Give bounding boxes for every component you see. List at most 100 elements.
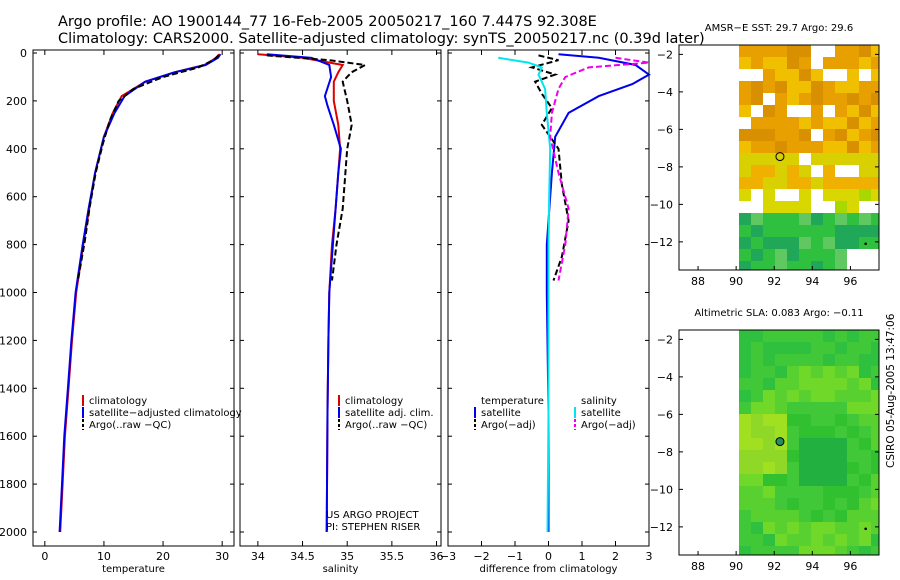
salinity-xtick-label: 34.5 bbox=[290, 550, 315, 563]
sst_map-cell bbox=[811, 249, 823, 261]
sla_map-cell bbox=[811, 462, 823, 474]
sst_map-cell bbox=[739, 213, 751, 225]
sla_map-cell bbox=[835, 366, 847, 378]
sla_map-cell bbox=[847, 414, 859, 426]
sla_map-cell bbox=[823, 510, 835, 522]
sla_map-cell bbox=[823, 498, 835, 510]
sst_map-cell bbox=[751, 117, 763, 129]
sla_map-cell bbox=[775, 342, 787, 354]
sla_map-cell bbox=[859, 462, 871, 474]
salinity-xtick-label: 35.5 bbox=[380, 550, 405, 563]
temperature-series-2 bbox=[76, 54, 220, 281]
sst_map-ytick-label: −4 bbox=[657, 86, 673, 99]
sla_map-cell bbox=[787, 402, 799, 414]
sst_map-cell bbox=[859, 105, 871, 117]
sla_map-cell bbox=[787, 486, 799, 498]
sla_map-cell bbox=[871, 426, 879, 438]
sst_map-cell bbox=[871, 81, 879, 93]
sst_map-cell bbox=[787, 117, 799, 129]
sla_map-cell bbox=[751, 486, 763, 498]
sst_map-cell bbox=[847, 81, 859, 93]
sst_map-cell bbox=[751, 129, 763, 141]
sla_map-cell bbox=[739, 414, 751, 426]
sst_map-cell bbox=[835, 189, 847, 201]
sla_map-cell bbox=[811, 486, 823, 498]
sla_map-cell bbox=[739, 546, 751, 555]
sst_map-cell bbox=[763, 201, 775, 213]
sst_map-cell bbox=[763, 261, 775, 270]
sla_map-cell bbox=[787, 546, 799, 555]
sla_map-cell bbox=[811, 498, 823, 510]
sst_map-cell bbox=[871, 213, 879, 225]
sst_map-cell bbox=[763, 69, 775, 81]
sla_map-cell bbox=[739, 330, 751, 342]
salinity-series-2 bbox=[266, 54, 369, 281]
sst_map-xtick-label: 92 bbox=[767, 275, 781, 288]
sst_map-cell bbox=[775, 261, 787, 270]
sst_map-cell bbox=[739, 129, 751, 141]
sla_map-cell bbox=[871, 438, 879, 450]
sla_map-cell bbox=[799, 534, 811, 546]
sst_map-cell bbox=[763, 141, 775, 153]
sla_map-cell bbox=[835, 426, 847, 438]
sst_map-cell bbox=[823, 57, 835, 69]
sla_map-cell bbox=[811, 378, 823, 390]
sla_map-cell bbox=[763, 498, 775, 510]
sla_map-cell bbox=[871, 402, 879, 414]
sla_map-cell bbox=[799, 498, 811, 510]
sst_map-cell bbox=[823, 225, 835, 237]
sst_map-cell bbox=[775, 249, 787, 261]
sla_map-cell bbox=[787, 354, 799, 366]
sla_map-cell bbox=[847, 342, 859, 354]
sst_map-cell bbox=[871, 177, 879, 189]
sst_map-cell bbox=[811, 141, 823, 153]
sla_map-cell bbox=[859, 486, 871, 498]
difference-series-3 bbox=[549, 56, 650, 281]
sla_map-cell bbox=[871, 354, 879, 366]
sla_map-cell bbox=[787, 522, 799, 534]
sla_map-cell bbox=[787, 390, 799, 402]
sla_map-cell bbox=[811, 522, 823, 534]
sla_map-frame bbox=[678, 329, 880, 556]
sla_map-cell bbox=[811, 354, 823, 366]
sst_map-cell bbox=[799, 93, 811, 105]
sla_map-cell bbox=[739, 462, 751, 474]
sla_map-cell bbox=[763, 402, 775, 414]
sla_map-cell bbox=[787, 474, 799, 486]
sla_map-cell bbox=[835, 474, 847, 486]
sla_map-cell bbox=[751, 414, 763, 426]
sla_map-cell bbox=[751, 522, 763, 534]
sla_map-cell bbox=[787, 366, 799, 378]
sst_map-cell bbox=[811, 117, 823, 129]
sla_map-cell bbox=[835, 342, 847, 354]
sla_map-cell bbox=[751, 342, 763, 354]
sla_map-cell bbox=[811, 390, 823, 402]
temperature-ytick-label: 2000 bbox=[0, 526, 27, 539]
sst_map-cell bbox=[859, 225, 871, 237]
temperature-ytick-label: 800 bbox=[6, 239, 27, 252]
sla_map-cell bbox=[763, 438, 775, 450]
sla_map-cell bbox=[799, 522, 811, 534]
sst_map-cell bbox=[871, 45, 879, 57]
temperature-ytick-label: 600 bbox=[6, 191, 27, 204]
sla_map-cell bbox=[811, 510, 823, 522]
sla_map-cell bbox=[823, 342, 835, 354]
sla_map-cell bbox=[799, 546, 811, 555]
sla_map-cell bbox=[763, 510, 775, 522]
sla_map-cell bbox=[763, 534, 775, 546]
sst_map-cell bbox=[859, 153, 871, 165]
sst_map-cell bbox=[739, 93, 751, 105]
sst_map-cell bbox=[835, 153, 847, 165]
sla_map-cell bbox=[751, 378, 763, 390]
sla_map-cell bbox=[775, 450, 787, 462]
sst_map-cell bbox=[847, 45, 859, 57]
sst_map-cell bbox=[823, 189, 835, 201]
sla_map-cell bbox=[871, 474, 879, 486]
sla_map-cell bbox=[763, 426, 775, 438]
sla_map-cell bbox=[739, 426, 751, 438]
sla_map-cell bbox=[823, 474, 835, 486]
sla_map-cell bbox=[835, 498, 847, 510]
sla_map-cell bbox=[859, 342, 871, 354]
sst_map-cell bbox=[823, 249, 835, 261]
sst_map-cell bbox=[823, 129, 835, 141]
